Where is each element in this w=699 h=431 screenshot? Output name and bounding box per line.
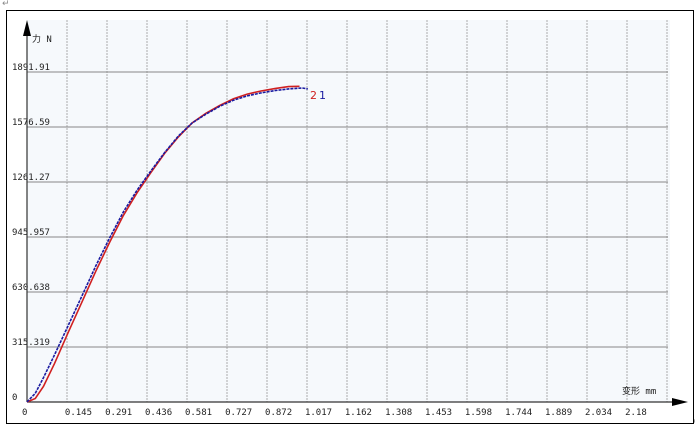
y-tick-label: 1891.91	[12, 63, 50, 73]
x-tick-label: 0.291	[105, 408, 132, 418]
y-tick-label: 630.638	[12, 283, 50, 293]
x-tick-label: 2.034	[585, 408, 612, 418]
x-tick-label: 0.581	[185, 408, 212, 418]
y-tick-label: 1261.27	[12, 173, 50, 183]
x-tick-label: 1.744	[505, 408, 532, 418]
x-tick-label: 0.872	[265, 408, 292, 418]
x-tick-label: 1.453	[425, 408, 452, 418]
y-tick-label: 315.319	[12, 338, 50, 348]
x-axis-arrow-icon	[672, 398, 688, 406]
series-label-2: 2	[310, 89, 317, 102]
x-tick-label: 0.727	[225, 408, 252, 418]
series-line-1	[26, 87, 308, 403]
y-tick-label: 1576.59	[12, 118, 50, 128]
plot-area	[27, 20, 670, 402]
paragraph-mark: ↵	[2, 0, 10, 9]
series-label-1: 1	[319, 89, 326, 102]
x-tick-label: 1.162	[345, 408, 372, 418]
x-tick-label: 0	[22, 408, 27, 418]
y-tick-label: 0	[12, 393, 17, 403]
x-tick-label: 1.017	[305, 408, 332, 418]
y-tick-label: 945.957	[12, 228, 50, 238]
y-axis-label: 力 N	[32, 33, 52, 45]
x-tick-label: 2.18	[625, 408, 647, 418]
x-tick-label: 1.308	[385, 408, 412, 418]
y-axis-arrow-icon	[23, 20, 31, 36]
x-tick-label: 1.889	[545, 408, 572, 418]
x-tick-label: 0.436	[145, 408, 172, 418]
x-axis-label: 变形 mm	[622, 385, 656, 397]
x-tick-label: 0.145	[65, 408, 92, 418]
x-tick-label: 1.598	[465, 408, 492, 418]
